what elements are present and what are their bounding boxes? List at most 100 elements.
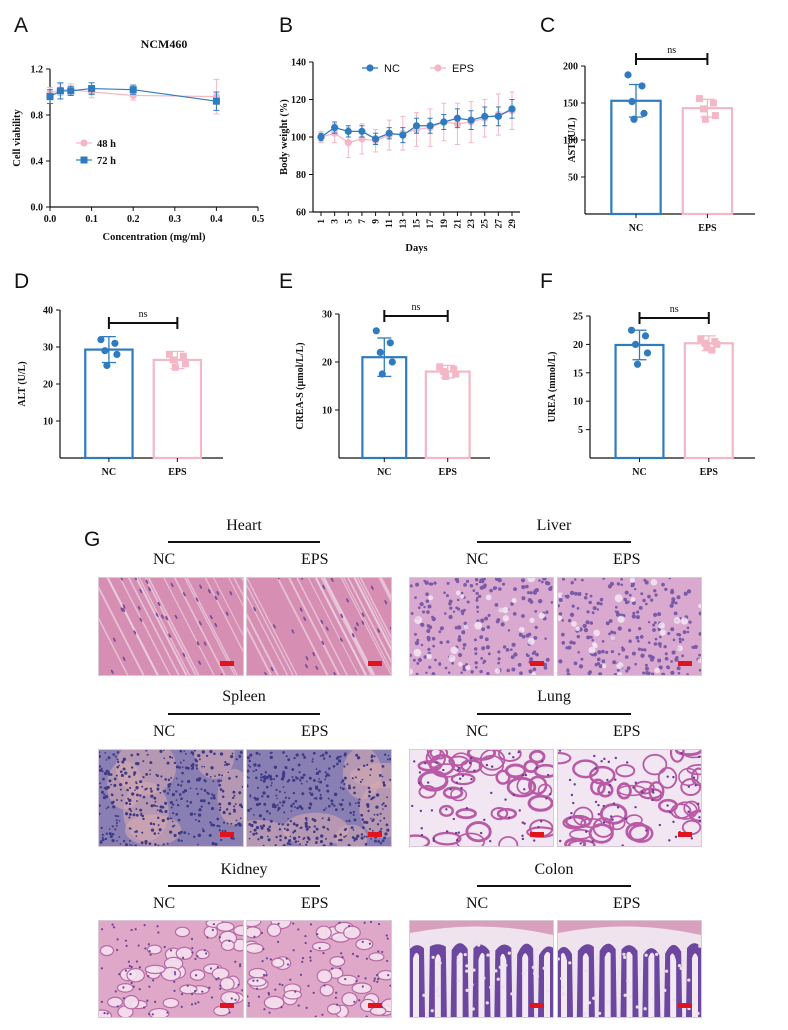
charts-figure: 0.0 0.4 0.8 1.2 0.0 0.1 0.2 0.3 0.4 0.5 NCM460 Conc… [12, 37, 755, 478]
b-data-point [317, 133, 325, 141]
lung-nc-label: NC [466, 723, 489, 740]
d-data-point [97, 336, 105, 344]
lung-eps-label: EPS [613, 723, 641, 740]
scale-bar [530, 1003, 544, 1008]
c-data-point [695, 95, 703, 103]
c-data-point [699, 105, 707, 113]
panel-letter-b: B [279, 14, 294, 37]
spleen-eps-micrograph [246, 749, 392, 847]
lung-title: Lung [537, 688, 571, 705]
kidney-eps-micrograph [246, 920, 392, 1018]
colon-nc-micrograph [409, 920, 554, 1018]
b-data-point [508, 105, 516, 113]
f-y-axis-label: UREA (mmol/L) [547, 352, 558, 423]
b-x-tick-label: 7 [358, 219, 368, 224]
heart-eps-label: EPS [301, 551, 329, 568]
spleen-title: Spleen [222, 688, 266, 705]
tissue-texture [558, 921, 701, 1017]
b-legend-label: EPS [452, 63, 474, 75]
colon-eps-label: EPS [613, 895, 641, 912]
d-sig-label: ns [139, 309, 148, 320]
liver-title-rule [477, 541, 631, 543]
a-data-point [129, 91, 137, 100]
panel-letter-d: D [14, 270, 30, 293]
f-x-tick-label: EPS [700, 467, 719, 478]
tissue-texture [247, 750, 391, 846]
c-x-tick-label: NC [629, 223, 643, 234]
scale-bar [220, 661, 234, 666]
tissue-texture [558, 578, 701, 675]
liver-eps-label: EPS [613, 551, 641, 568]
spleen-title-rule [168, 713, 320, 715]
c-sig-label: ns [667, 45, 676, 56]
e-data-point [452, 370, 460, 378]
tissue-texture [558, 750, 701, 846]
liver-nc-label: NC [466, 551, 489, 568]
d-data-point [111, 339, 119, 347]
scale-bar [530, 832, 544, 837]
panel-letter-f: F [540, 270, 553, 293]
b-data-point [467, 116, 475, 124]
b-data-point [494, 112, 502, 120]
a-y-tick-label: 1.2 [31, 65, 44, 76]
b-x-tick-label: 3 [331, 219, 341, 224]
tissue-texture [99, 578, 243, 675]
e-data-point [388, 358, 396, 366]
f-y-tick-label: 5 [578, 425, 583, 436]
f-data-point [713, 340, 721, 348]
b-x-tick-label: 13 [399, 219, 409, 229]
lung-title-rule [477, 713, 631, 715]
b-x-tick-label: 1 [317, 219, 327, 224]
b-data-point [358, 127, 366, 135]
a-y-tick-label: 0.0 [31, 203, 44, 214]
a-data-point [67, 87, 75, 95]
heart-nc-label: NC [153, 551, 176, 568]
d-data-point [171, 363, 179, 371]
b-x-tick-label: 11 [385, 219, 395, 228]
e-x-tick-label: EPS [439, 467, 458, 478]
liver-eps-micrograph [557, 577, 702, 676]
b-data-point [399, 131, 407, 139]
d-y-axis-label: ALT (U/L) [17, 361, 28, 406]
scale-bar [678, 1003, 692, 1008]
b-legend-marker [366, 64, 374, 72]
panel-letter-e: E [279, 270, 294, 293]
tissue-texture [247, 578, 391, 675]
kidney-nc-label: NC [153, 895, 176, 912]
c-data-point [638, 82, 646, 90]
f-data-point [701, 339, 709, 347]
c-y-axis-label: AST (U/L) [567, 117, 578, 162]
e-data-point [436, 363, 444, 371]
e-y-tick-label: 10 [322, 406, 332, 417]
a-legend-label: 48 h [97, 139, 116, 150]
b-x-tick-label: 27 [494, 219, 504, 229]
f-y-tick-label: 10 [573, 397, 583, 408]
tissue-texture [247, 921, 391, 1017]
c-data-point [640, 109, 648, 117]
b-y-axis-label: Body weight (%) [279, 99, 290, 175]
a-data-point [56, 87, 64, 95]
b-x-tick-label: 17 [426, 219, 436, 229]
b-data-point [385, 129, 393, 137]
d-data-point [101, 347, 109, 355]
panel-letter-c: C [540, 14, 556, 37]
kidney-title: Kidney [220, 861, 268, 878]
kidney-nc-micrograph [98, 920, 244, 1018]
c-bar-eps [681, 107, 734, 216]
d-bar-eps [152, 358, 203, 460]
colon-title: Colon [534, 861, 574, 878]
c-data-point [624, 71, 632, 79]
scale-bar [678, 832, 692, 837]
b-x-axis-label: Days [405, 243, 427, 254]
d-x-tick-label: EPS [168, 467, 187, 478]
a-x-axis-label: Concentration (mg/ml) [103, 232, 206, 243]
c-y-tick-label: 50 [568, 173, 578, 184]
a-x-tick-label: 0.4 [210, 214, 223, 225]
a-y-tick-label: 0.4 [31, 157, 44, 168]
b-data-point [344, 127, 352, 135]
f-data-point [703, 343, 711, 351]
liver-title: Liver [536, 517, 572, 534]
d-y-tick-label: 10 [43, 417, 53, 428]
b-x-tick-label: 5 [344, 219, 354, 224]
f-data-point [627, 326, 636, 334]
